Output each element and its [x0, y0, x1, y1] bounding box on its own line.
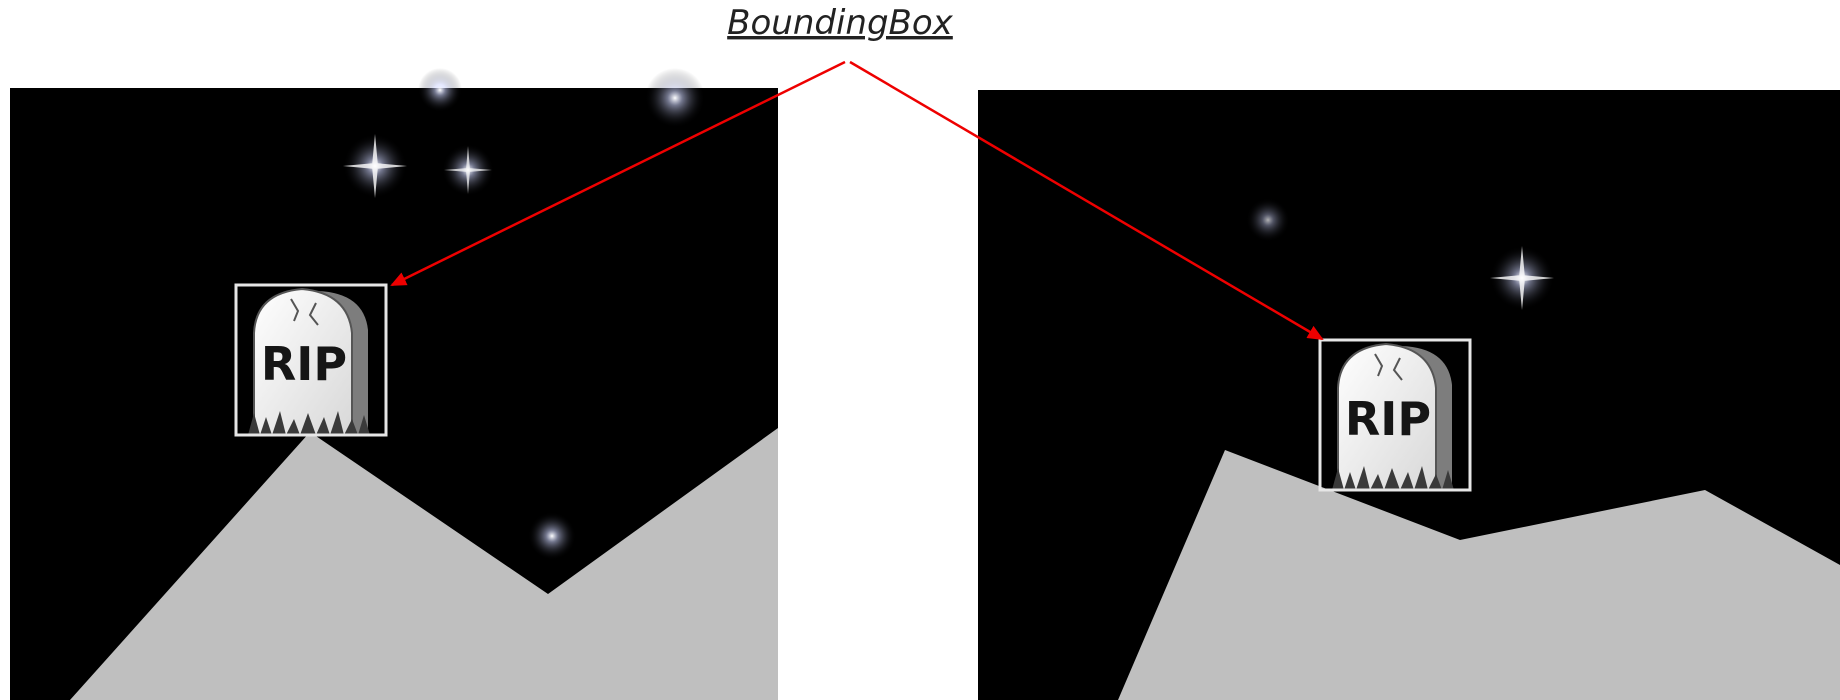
arrow-to-right-box: [849, 60, 1324, 341]
bounding-box-caption: BoundingBox: [727, 3, 954, 43]
right-ground: [1118, 450, 1840, 700]
left-tombstone-sprite: RIP: [247, 288, 371, 436]
left-stars: [343, 68, 705, 560]
right-stars: [1246, 198, 1554, 310]
left-bounding-box: [234, 283, 388, 437]
right-tombstone-sprite: RIP: [1331, 343, 1455, 491]
right-rip-label: RIP: [1345, 392, 1431, 446]
left-game-frame: RIP: [10, 68, 778, 700]
right-game-frame: RIP: [978, 90, 1840, 700]
arrow-to-left-box: [390, 60, 846, 287]
left-rip-label: RIP: [261, 337, 347, 391]
right-bounding-box: [1318, 338, 1472, 492]
left-ground: [70, 428, 778, 700]
